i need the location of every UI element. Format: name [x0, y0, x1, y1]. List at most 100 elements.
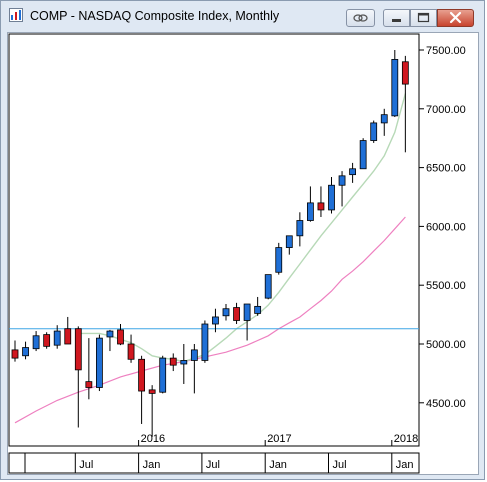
ma-long-line [14, 216, 406, 424]
candle [254, 296, 262, 316]
candle-body-up [243, 303, 251, 321]
candlestick-chart[interactable]: 4500.00 5000.00 5500.00 6000.00 6500.00 7000.… [8, 33, 478, 474]
candle [138, 355, 146, 424]
month-label: Jan [396, 459, 414, 471]
month-label: Jan [143, 459, 161, 471]
candle [264, 274, 272, 300]
close-button[interactable] [437, 9, 474, 27]
candle [317, 186, 325, 217]
candle-body-up [391, 59, 399, 117]
candle-body-up [159, 357, 167, 393]
candle [328, 177, 335, 214]
month-label: Jul [333, 459, 347, 471]
chart-app-icon [9, 8, 23, 22]
candle [243, 303, 251, 341]
y-tick-label: 7000.00 [426, 104, 466, 116]
month-label: Jan [269, 459, 287, 471]
y-tick-label: 5000.00 [426, 339, 466, 351]
year-label: 2017 [267, 433, 291, 445]
candle-body-up [328, 184, 335, 211]
candle [96, 334, 103, 392]
candle [190, 344, 198, 394]
candle [43, 332, 51, 349]
candle-body-up [254, 305, 262, 314]
candle [285, 235, 293, 255]
link-button[interactable] [346, 9, 375, 27]
maximize-button[interactable] [410, 9, 437, 27]
moving-average-long [14, 216, 406, 424]
candle [296, 212, 304, 247]
close-icon [449, 11, 462, 24]
candle [117, 324, 124, 346]
candle [159, 355, 167, 394]
axis-corner-box[interactable] [8, 452, 26, 474]
chart-client-area: 4500.00 5000.00 5500.00 6000.00 6500.00 7000.… [7, 32, 479, 475]
candle-body-up [222, 308, 230, 317]
candle [106, 329, 114, 352]
candle-body-up [190, 349, 198, 361]
candle [306, 186, 314, 222]
candle-body-up [96, 337, 103, 388]
candle-body-down [138, 358, 146, 392]
candle [22, 341, 29, 360]
candle [201, 320, 209, 363]
candle [391, 50, 399, 118]
month-label: Jul [206, 459, 220, 471]
y-tick-label: 6000.00 [426, 221, 466, 233]
candle-body-up [32, 335, 40, 350]
minimize-icon [392, 19, 401, 22]
y-tick-label: 5500.00 [426, 280, 466, 292]
candle [370, 120, 378, 143]
candle [380, 108, 388, 136]
candle [127, 334, 135, 363]
title-bar[interactable]: COMP - NASDAQ Composite Index, Monthly [1, 1, 486, 31]
candle-body-up [180, 360, 188, 365]
candle-body-up [212, 316, 219, 325]
candle [32, 331, 40, 352]
y-tick-label: 7500.00 [426, 45, 466, 57]
candle-body-up [338, 175, 346, 186]
plot-frame [8, 33, 420, 447]
candle-body-up [264, 274, 272, 299]
month-label: Jul [79, 459, 93, 471]
minimize-button[interactable] [383, 9, 410, 27]
candle [338, 171, 346, 207]
year-label: 2016 [141, 433, 165, 445]
candle-body-up [201, 323, 209, 361]
candle-body-down [64, 328, 72, 345]
candle [11, 340, 19, 362]
candle-body-down [11, 349, 19, 359]
candle-body-up [22, 347, 29, 357]
candle-body-down [127, 343, 135, 360]
candle [401, 55, 409, 153]
candle-body-up [370, 122, 378, 141]
candle-body-up [53, 330, 61, 346]
candle [233, 302, 240, 325]
candle-body-down [169, 357, 177, 366]
y-tick-label: 6500.00 [426, 163, 466, 175]
y-tick-label: 4500.00 [426, 398, 466, 410]
candle-body-up [380, 114, 388, 124]
candle-body-up [296, 220, 304, 237]
maximize-icon [417, 12, 430, 23]
candle [359, 138, 367, 170]
window-title: COMP - NASDAQ Composite Index, Monthly [30, 9, 280, 23]
candle-body-up [285, 235, 293, 248]
candle [349, 162, 357, 183]
year-label: 2018 [394, 433, 418, 445]
candle-body-down [74, 328, 82, 371]
candle-body-down [148, 389, 156, 394]
candle-body-up [306, 202, 314, 221]
y-axis[interactable]: 4500.00 5000.00 5500.00 6000.00 6500.00 7000.… [419, 45, 466, 410]
candle-body-down [43, 334, 51, 347]
candle-body-up [359, 140, 367, 170]
candles [11, 50, 409, 437]
candle [74, 326, 82, 428]
candle-body-up [106, 330, 114, 338]
x-axis[interactable]: 2016 2017 2018 Jul Jan Jul Jan Jul Jan [8, 433, 420, 474]
candle [85, 338, 93, 400]
candle-body-down [317, 202, 325, 211]
candle-body-down [233, 307, 240, 321]
candle [169, 353, 177, 372]
candle-body-down [401, 61, 409, 85]
